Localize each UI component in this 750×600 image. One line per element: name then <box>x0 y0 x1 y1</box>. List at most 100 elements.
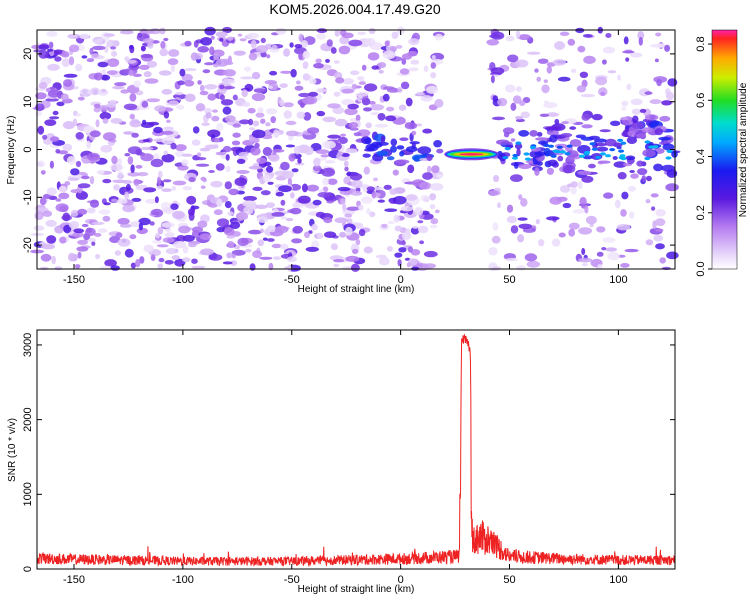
spectrogram-cell <box>38 82 48 89</box>
spectrogram-cell <box>257 239 264 247</box>
spectrogram-cell <box>248 52 258 61</box>
spectrogram-cell <box>536 76 541 82</box>
spectrogram-cell <box>155 233 161 239</box>
spectrogram-cell <box>72 118 78 127</box>
spectrogram-cell <box>77 251 82 259</box>
spectrogram-cell <box>47 48 54 52</box>
spectrogram-cell <box>323 217 333 224</box>
spectrogram-cell <box>178 225 191 234</box>
spectrogram-cell <box>581 113 590 121</box>
spectrogram-cell <box>653 163 663 172</box>
spectrogram-cell <box>92 36 104 44</box>
spectrogram-cell <box>520 111 530 119</box>
spectrogram-cell <box>365 143 379 152</box>
spectrogram-cell <box>210 35 215 40</box>
spectrogram-cell <box>407 246 413 253</box>
spectrogram-cell <box>510 174 523 183</box>
spectrogram-cell <box>271 243 282 249</box>
spectrogram-cell <box>63 79 73 87</box>
spectrogram-cell <box>249 263 256 271</box>
spectrogram-cell <box>165 248 178 255</box>
spectrogram-cell <box>194 157 207 161</box>
spectrogram-cell <box>70 209 79 217</box>
spectrogram-cell <box>228 188 240 196</box>
spectrogram-cell <box>631 108 642 115</box>
spectrogram-cell <box>263 174 271 183</box>
spectrogram-cell <box>166 119 171 124</box>
spectrogram-cell <box>256 216 269 223</box>
spectrogram-cell <box>429 224 438 229</box>
spectrogram-cell <box>665 183 679 192</box>
spectrogram-cell <box>535 219 540 225</box>
spectrogram-cell <box>543 102 558 109</box>
spectrogram-cell <box>200 37 213 46</box>
spectrogram-cell <box>350 190 363 196</box>
spectrogram-cell <box>235 212 249 221</box>
spectrogram-cell <box>398 104 407 111</box>
spectrogram-cell <box>327 134 341 139</box>
spectrogram-cell <box>216 199 223 208</box>
spectrogram-cell <box>200 176 207 181</box>
spectrogram-cell <box>491 266 502 271</box>
spectrogram-cell <box>518 163 532 170</box>
spectrogram-cell <box>250 39 257 49</box>
spectrogram-bright-spot <box>652 145 659 149</box>
colorbar: 0.0 0.2 0.4 0.6 0.8 Normalized spectral ampl… <box>695 29 749 277</box>
spectrogram-cell <box>368 101 376 105</box>
spectrogram-cell <box>223 86 236 90</box>
spectrogram-cell <box>386 106 395 112</box>
spectrogram-bright-spot <box>618 149 625 153</box>
snr-x-tick-label: 0 <box>398 574 404 586</box>
spectrogram-cell <box>621 100 629 107</box>
spectrogram-cell <box>38 44 50 50</box>
spectrogram-cell <box>149 221 155 226</box>
spectrogram-cell <box>641 127 653 133</box>
spectrogram-cell <box>342 203 347 211</box>
colorbar-ticks: 0.0 0.2 0.4 0.6 0.8 <box>695 29 738 277</box>
spectrogram-cell <box>330 47 337 54</box>
spectrogram-cell <box>273 129 280 139</box>
spectrogram-cell <box>337 186 351 192</box>
spectrogram-cell <box>37 125 45 135</box>
spectrogram-cell <box>344 108 358 116</box>
spectrogram-cell <box>324 231 337 238</box>
spectrogram-cell <box>204 144 219 150</box>
spectrogram-cell <box>386 246 393 252</box>
spectrogram-cell <box>164 232 175 238</box>
snr-panel: -150 -100 -50 0 50 100 0 1000 2000 3000 Height o… <box>7 329 676 595</box>
spectrogram-cell <box>334 29 340 37</box>
spectrogram-cell <box>241 89 248 98</box>
spectrogram-cell <box>321 140 336 149</box>
spectrogram-cell <box>62 143 73 152</box>
spectrogram-cell <box>81 55 88 59</box>
spectrogram-cell <box>256 157 267 164</box>
spectrogram-x-tick-label: 50 <box>503 274 515 286</box>
spectrogram-cell <box>313 62 324 69</box>
spectrogram-cell <box>350 70 360 76</box>
spectrogram-cell <box>570 181 578 188</box>
spectrogram-cell <box>124 191 130 200</box>
spectrogram-cell <box>430 218 439 225</box>
spectrogram-cells <box>30 26 681 272</box>
spectrogram-cell <box>601 247 607 251</box>
spectrogram-cell <box>53 49 63 55</box>
spectrogram-cell <box>103 202 111 206</box>
spectrogram-cell <box>436 148 444 154</box>
spectrogram-cell <box>167 58 179 66</box>
snr-y-label: SNR (10 * v/v) <box>7 418 18 482</box>
spectrogram-cell <box>624 248 639 253</box>
spectrogram-bright-spot <box>504 147 511 151</box>
spectrogram-cell <box>535 137 550 141</box>
spectrogram-cell <box>607 251 620 261</box>
spectrogram-cell <box>207 129 221 138</box>
spectrogram-cell <box>164 228 172 232</box>
spectrogram-cell <box>239 38 247 42</box>
spectrogram-cell <box>655 243 665 250</box>
snr-x-tick-label: 100 <box>609 574 627 586</box>
snr-x-label: Height of straight line (km) <box>298 584 415 595</box>
spectrogram-cell <box>91 221 105 225</box>
spectrogram-cell <box>311 240 320 249</box>
spectrogram-cell <box>142 119 147 125</box>
spectrogram-cell <box>434 98 444 108</box>
spectrogram-cell <box>199 147 211 152</box>
